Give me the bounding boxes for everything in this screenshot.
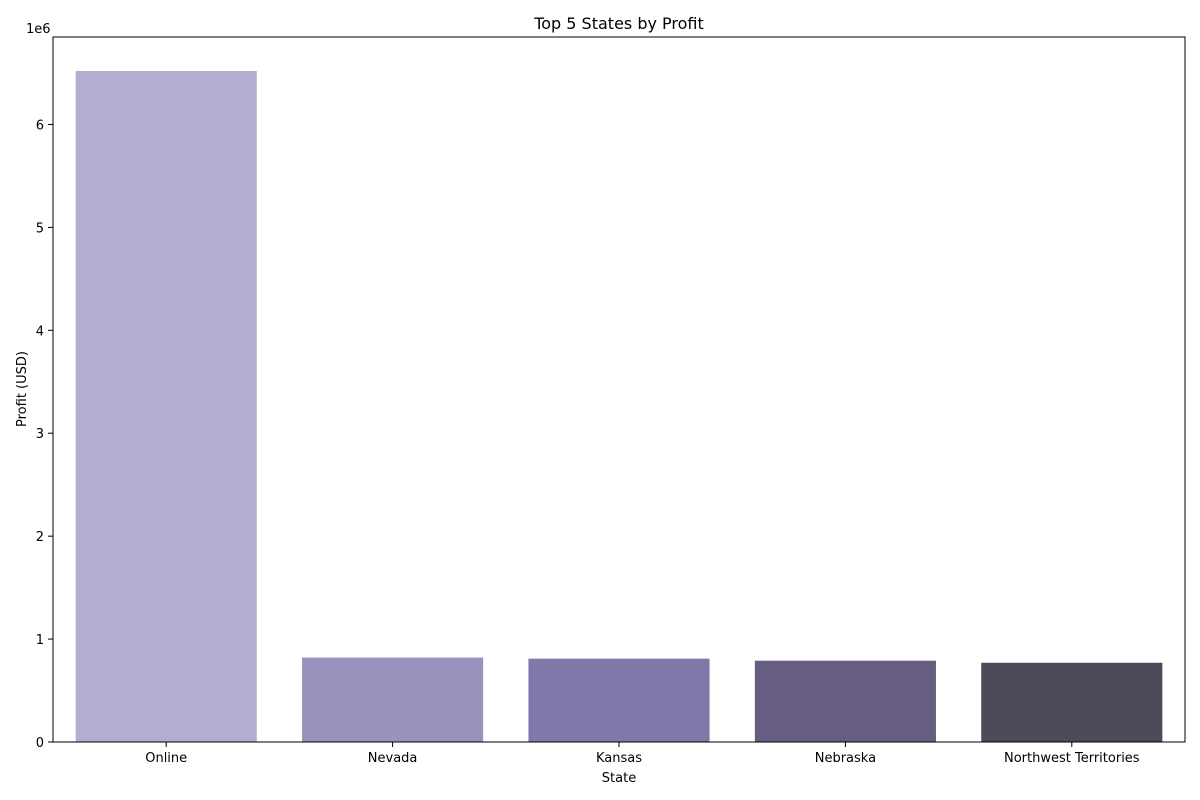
x-tick-label: Nevada: [368, 751, 418, 766]
x-tick-label: Online: [145, 751, 187, 766]
y-tick-label: 3: [36, 427, 44, 442]
y-tick-label: 1: [36, 633, 44, 648]
bar-online: [75, 70, 257, 742]
y-tick-label: 2: [36, 530, 44, 545]
bar-nebraska: [754, 660, 936, 742]
y-tick-label: 0: [36, 736, 44, 751]
bar-northwest-territories: [981, 662, 1163, 742]
x-axis-label: State: [602, 771, 636, 786]
bar-nevada: [302, 657, 484, 742]
y-axis-ticks: 0 1 2 3 4 5 6: [36, 118, 53, 751]
y-tick-label: 6: [36, 118, 44, 133]
chart-title: Top 5 States by Profit: [533, 14, 704, 33]
y-tick-label: 4: [36, 324, 44, 339]
x-axis-ticks: Online Nevada Kansas Nebraska Northwest Terr…: [145, 742, 1140, 766]
y-tick-label: 5: [36, 221, 44, 236]
x-tick-label: Kansas: [596, 751, 642, 766]
bars-group: [75, 70, 1163, 742]
y-axis-label: Profit (USD): [15, 351, 30, 427]
plot-area-frame: [52, 36, 1186, 743]
y-axis-offset-label: 1e6: [26, 22, 51, 37]
x-tick-label: Nebraska: [815, 751, 876, 766]
bar-kansas: [528, 658, 710, 742]
x-tick-label: Northwest Territories: [1004, 751, 1140, 766]
